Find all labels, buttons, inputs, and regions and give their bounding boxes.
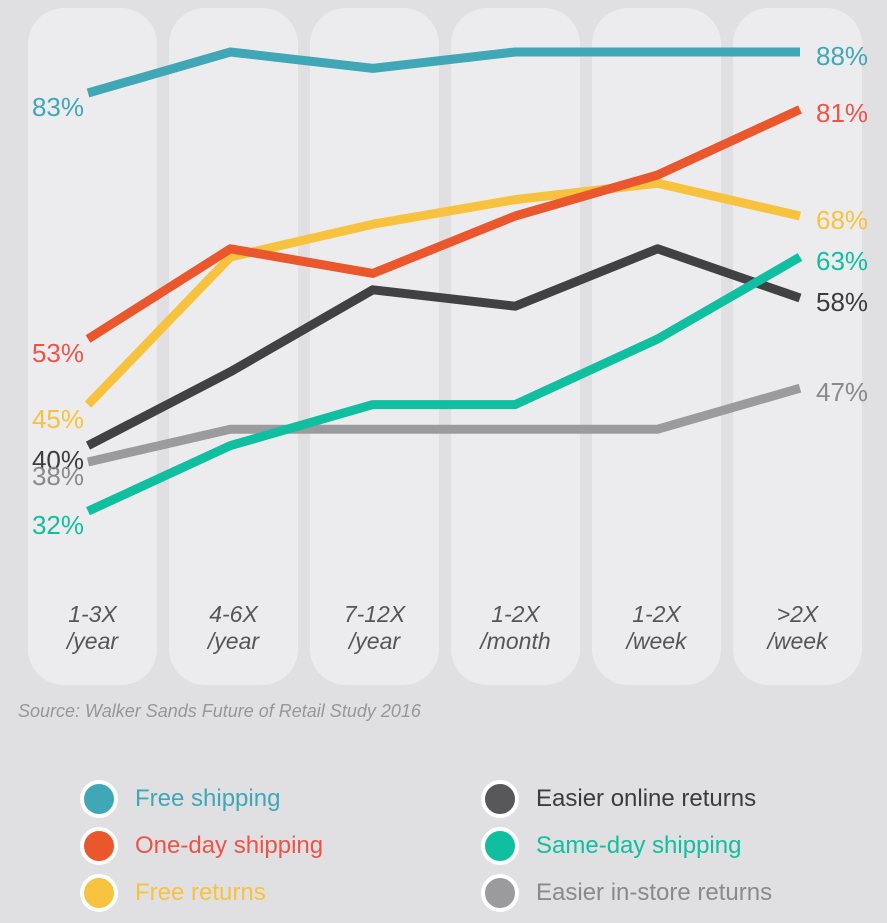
legend-swatch-one-day-shipping — [80, 827, 118, 865]
end-label-easier-in-store-returns: 47% — [816, 377, 869, 407]
category-label-line1: >2X — [776, 601, 819, 627]
line-one-day-shipping — [85, 105, 802, 343]
legend-label-free-returns: Free returns — [135, 879, 266, 906]
category-label-3: 7-12X/year — [310, 601, 439, 655]
start-label-same-day-shipping: 32% — [31, 510, 84, 540]
end-label-free-shipping: 88% — [816, 41, 869, 71]
category-label-line1: 1-2X — [632, 601, 681, 627]
line-easier-online-returns — [85, 244, 802, 450]
category-label-line2: /year — [207, 628, 260, 654]
legend-label-free-shipping: Free shipping — [135, 785, 281, 812]
chart-lines-layer — [84, 47, 803, 516]
legend-item-one-day-shipping: One-day shipping — [80, 827, 323, 865]
legend-swatch-free-shipping — [80, 780, 118, 818]
category-column-5: 1-2X/week — [592, 8, 721, 685]
category-label-line2: /week — [626, 628, 687, 654]
category-label-1: 1-3X/year — [28, 601, 157, 655]
legend-label-easier-in-store-returns: Easier in-store returns — [536, 879, 773, 906]
legend-label-one-day-shipping: One-day shipping — [135, 832, 324, 859]
end-label-free-returns: 68% — [816, 205, 869, 235]
line-chart: 1-3X/year 4-6X/year 7-12X/year 1-2X/month 1-… — [28, 8, 869, 685]
line-same-day-shipping — [86, 253, 803, 516]
source-text: Source: Walker Sands Future of Retail St… — [18, 701, 421, 721]
start-label-free-returns: 45% — [31, 404, 84, 434]
legend-swatch-free-returns — [80, 874, 118, 912]
category-label-line1: 1-3X — [68, 601, 117, 627]
line-easier-in-store-returns — [86, 383, 802, 467]
category-column-4: 1-2X/month — [451, 8, 580, 685]
start-label-free-shipping: 83% — [31, 92, 84, 122]
category-column-1: 1-3X/year — [28, 8, 157, 685]
legend-label-same-day-shipping: Same-day shipping — [536, 832, 742, 859]
start-label-one-day-shipping: 53% — [31, 338, 84, 368]
legend-label-easier-online-returns: Easier online returns — [536, 785, 757, 812]
start-label-easier-online-returns: 40% — [31, 445, 84, 475]
legend-swatch-easier-in-store-returns — [481, 874, 519, 912]
legend-swatch-same-day-shipping — [481, 827, 519, 865]
legend-item-same-day-shipping: Same-day shipping — [481, 827, 741, 865]
category-label-5: 1-2X/week — [592, 601, 721, 655]
end-label-same-day-shipping: 63% — [816, 246, 869, 276]
category-column-3: 7-12X/year — [310, 8, 439, 685]
legend-item-easier-online-returns: Easier online returns — [481, 780, 756, 818]
end-label-one-day-shipping: 81% — [816, 98, 869, 128]
category-label-line1: 4-6X — [209, 601, 258, 627]
category-label-line1: 1-2X — [491, 601, 540, 627]
legend-item-free-returns: Free returns — [80, 874, 266, 912]
category-label-6: >2X/week — [733, 601, 862, 655]
category-label-line2: /month — [480, 628, 551, 654]
category-label-line1: 7-12X — [343, 601, 406, 627]
category-column-6: >2X/week — [733, 8, 862, 685]
legend-item-free-shipping: Free shipping — [80, 780, 280, 818]
line-free-returns — [84, 178, 802, 408]
line-free-shipping — [86, 47, 800, 98]
legend-swatch-easier-online-returns — [481, 780, 519, 818]
category-label-4: 1-2X/month — [451, 601, 580, 655]
start-label-easier-in-store-returns: 38% — [31, 461, 84, 491]
category-label-line2: /year — [66, 628, 119, 654]
end-label-easier-online-returns: 58% — [816, 287, 869, 317]
category-label-line2: /year — [348, 628, 401, 654]
category-label-2: 4-6X/year — [169, 601, 298, 655]
category-label-line2: /week — [767, 628, 828, 654]
legend-item-easier-in-store-returns: Easier in-store returns — [481, 874, 772, 912]
